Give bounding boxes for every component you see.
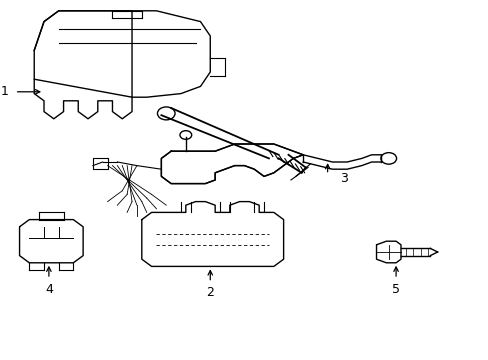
Text: 1: 1	[1, 85, 9, 98]
Text: 3: 3	[339, 172, 347, 185]
Polygon shape	[376, 241, 400, 263]
Polygon shape	[34, 11, 132, 97]
Polygon shape	[142, 202, 283, 266]
Polygon shape	[93, 158, 107, 169]
Circle shape	[380, 153, 396, 164]
Polygon shape	[161, 144, 303, 184]
Text: 5: 5	[391, 283, 399, 296]
Polygon shape	[20, 220, 83, 263]
Text: 2: 2	[206, 286, 214, 299]
Circle shape	[180, 131, 191, 139]
Text: 4: 4	[45, 283, 53, 296]
